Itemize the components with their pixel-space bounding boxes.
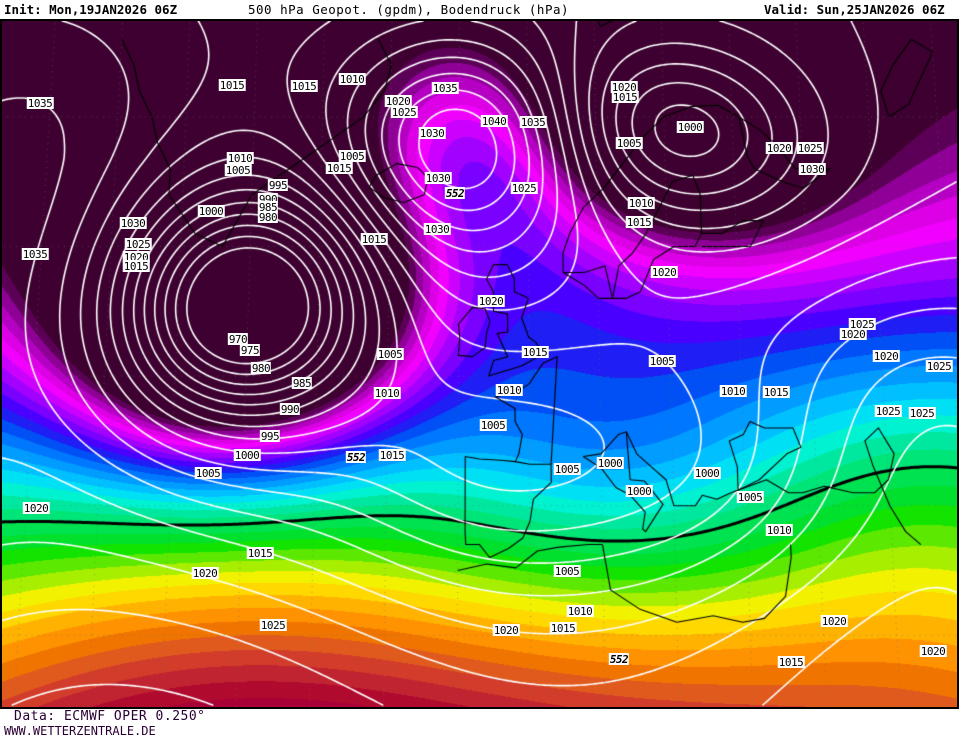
isobar-label: 1010	[719, 385, 747, 398]
isobar-label: 995	[267, 179, 289, 192]
geopotential-label: 552	[608, 653, 630, 666]
isobar-label: 1005	[648, 355, 676, 368]
isobar-label: 1005	[553, 565, 581, 578]
isobar-label: 1025	[510, 182, 538, 195]
isobar-label: 1030	[418, 127, 446, 140]
isobar-label: 1005	[615, 137, 643, 150]
valid-time-label: Valid: Sun,25JAN2026 06Z	[764, 2, 945, 17]
isobar-label: 1015	[218, 79, 246, 92]
isobar-label: 980	[257, 211, 279, 224]
geopotential-label: 552	[345, 451, 367, 464]
isobar-label: 1015	[378, 449, 406, 462]
isobar-label: 1010	[765, 524, 793, 537]
isobar-label: 1020	[650, 266, 678, 279]
isobar-label: 1010	[627, 197, 655, 210]
chart-footer: Data: ECMWF OPER 0.250° WWW.WETTERZENTRA…	[0, 709, 959, 741]
isobar-label: 1020	[22, 502, 50, 515]
isobar-label: 1010	[495, 384, 523, 397]
isobar-label: 1005	[194, 467, 222, 480]
isobar-label: 1020	[610, 81, 638, 94]
isobar-label: 1015	[246, 547, 274, 560]
isobar-label: 1020	[839, 328, 867, 341]
isobar-label: 1005	[479, 419, 507, 432]
isobar-label: 1015	[611, 91, 639, 104]
isobar-label: 1005	[376, 348, 404, 361]
isobar-label: 1015	[762, 386, 790, 399]
isobar-label: 1000	[197, 205, 225, 218]
isobar-label: 985	[257, 201, 279, 214]
isobar-label: 1030	[423, 223, 451, 236]
isobar-label: 1025	[259, 619, 287, 632]
isobar-label: 1015	[521, 346, 549, 359]
isobar-label: 990	[279, 403, 301, 416]
isobar-label: 1030	[424, 172, 452, 185]
isobar-label: 1000	[233, 449, 261, 462]
isobar-label: 1035	[431, 82, 459, 95]
isobar-label: 1035	[26, 97, 54, 110]
geopotential-label: 552	[444, 187, 466, 200]
isobar-label: 1020	[820, 615, 848, 628]
isobar-label: 1015	[290, 80, 318, 93]
isobar-label: 1015	[360, 233, 388, 246]
isobar-label: 1005	[224, 164, 252, 177]
isobar-label: 1000	[625, 485, 653, 498]
isobar-label: 995	[259, 430, 281, 443]
isobar-label: 1010	[338, 73, 366, 86]
isobar-label: 1020	[191, 567, 219, 580]
contour-map-canvas	[2, 21, 957, 707]
isobar-label: 985	[291, 377, 313, 390]
isobar-label: 1000	[596, 457, 624, 470]
isobar-label: 1010	[226, 152, 254, 165]
isobar-label: 1040	[480, 115, 508, 128]
isobar-label: 1020	[477, 295, 505, 308]
isobar-label: 1005	[736, 491, 764, 504]
isobar-label: 1015	[549, 622, 577, 635]
isobar-label: 1025	[390, 106, 418, 119]
isobar-label: 980	[250, 362, 272, 375]
isobar-label: 1025	[908, 407, 936, 420]
isobar-label: 1015	[625, 216, 653, 229]
isobar-label: 1025	[848, 318, 876, 331]
isobar-label: 1020	[492, 624, 520, 637]
isobar-label: 975	[239, 344, 261, 357]
isobar-label: 1030	[798, 163, 826, 176]
isobar-label: 1025	[925, 360, 953, 373]
data-source-label: Data: ECMWF OPER 0.250°	[14, 709, 206, 724]
isobar-label: 970	[227, 333, 249, 346]
isobar-label: 1015	[122, 260, 150, 273]
isobar-label: 1035	[21, 248, 49, 261]
weather-map[interactable]: 1015 1010 1035 1020 1025 1040 1035 1020 1015 1000…	[0, 19, 959, 709]
isobar-label: 1025	[124, 238, 152, 251]
isobar-label: 1015	[777, 656, 805, 669]
chart-title: 500 hPa Geopot. (gpdm), Bodendruck (hPa)	[248, 2, 570, 17]
isobar-label: 1005	[338, 150, 366, 163]
isobar-label: 1035	[519, 116, 547, 129]
isobar-label: 1010	[566, 605, 594, 618]
isobar-label: 1020	[384, 95, 412, 108]
website-label: WWW.WETTERZENTRALE.DE	[4, 724, 156, 738]
chart-header: Init: Mon,19JAN2026 06Z 500 hPa Geopot. …	[0, 0, 959, 19]
isobar-label: 1020	[765, 142, 793, 155]
isobar-label: 1000	[693, 467, 721, 480]
isobar-label: 1030	[119, 217, 147, 230]
isobar-label: 1020	[919, 645, 947, 658]
isobar-label: 1010	[373, 387, 401, 400]
isobar-label: 1025	[796, 142, 824, 155]
init-time-label: Init: Mon,19JAN2026 06Z	[4, 2, 178, 17]
isobar-label: 1025	[874, 405, 902, 418]
isobar-label: 1015	[325, 162, 353, 175]
isobar-label: 1000	[676, 121, 704, 134]
isobar-label: 1020	[872, 350, 900, 363]
isobar-label: 1005	[553, 463, 581, 476]
